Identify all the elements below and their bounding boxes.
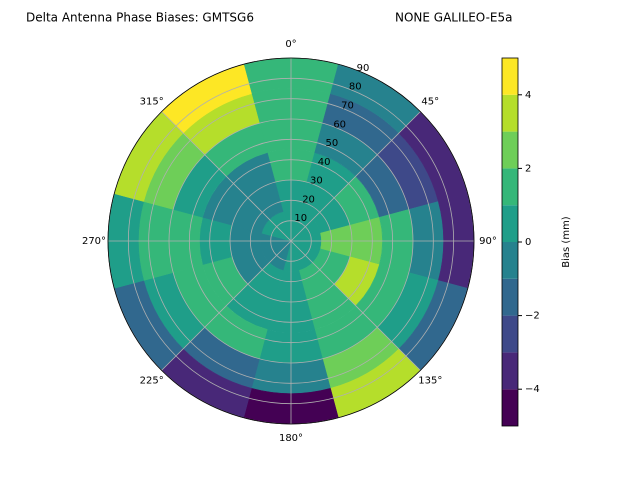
colorbar-tick-label: −2 bbox=[525, 311, 540, 322]
colorbar-segment bbox=[502, 315, 518, 353]
colorbar-tick-label: −4 bbox=[525, 384, 540, 395]
theta-tick-label: 45° bbox=[421, 97, 439, 108]
colorbar-segment bbox=[502, 352, 518, 390]
colorbar-segment bbox=[502, 168, 518, 206]
colorbar-segment bbox=[502, 242, 518, 279]
theta-tick-label: 315° bbox=[140, 97, 164, 108]
grid-spoke bbox=[161, 240, 292, 371]
chart-subtitle: NONE GALILEO-E5a bbox=[395, 11, 512, 25]
r-tick-label: 10 bbox=[294, 213, 307, 224]
r-tick-label: 50 bbox=[326, 138, 339, 149]
colorbar-segment bbox=[502, 389, 518, 426]
r-tick-label: 90 bbox=[357, 63, 370, 74]
theta-tick-label: 180° bbox=[279, 433, 303, 444]
theta-tick-label: 225° bbox=[140, 375, 164, 386]
colorbar-label: Bias (mm) bbox=[561, 216, 572, 268]
polar-frame bbox=[107, 57, 475, 425]
colorbar-segment bbox=[502, 58, 518, 95]
grid-spoke bbox=[161, 111, 292, 242]
r-tick-label: 20 bbox=[302, 194, 315, 205]
colorbar-tick-label: 2 bbox=[525, 163, 531, 174]
r-tick-label: 30 bbox=[310, 176, 323, 187]
r-tick-label: 70 bbox=[341, 101, 354, 112]
colorbar-segment bbox=[502, 94, 518, 132]
colorbar-segment bbox=[502, 131, 518, 169]
theta-tick-label: 90° bbox=[479, 236, 497, 247]
colorbar-segment bbox=[502, 205, 518, 242]
chart-title: Delta Antenna Phase Biases: GMTSG6 bbox=[26, 11, 254, 25]
colorbar-tick-label: 0 bbox=[525, 237, 531, 248]
r-tick-label: 60 bbox=[333, 119, 346, 130]
r-tick-label: 80 bbox=[349, 82, 362, 93]
theta-tick-label: 270° bbox=[82, 236, 106, 247]
grid-spoke bbox=[290, 111, 421, 242]
theta-tick-label: 135° bbox=[418, 375, 442, 386]
theta-tick-label: 0° bbox=[285, 39, 296, 50]
r-tick-label: 40 bbox=[318, 157, 331, 168]
colorbar-segment bbox=[502, 278, 518, 316]
grid-spoke bbox=[290, 240, 421, 371]
colorbar-tick-label: 4 bbox=[525, 90, 531, 101]
